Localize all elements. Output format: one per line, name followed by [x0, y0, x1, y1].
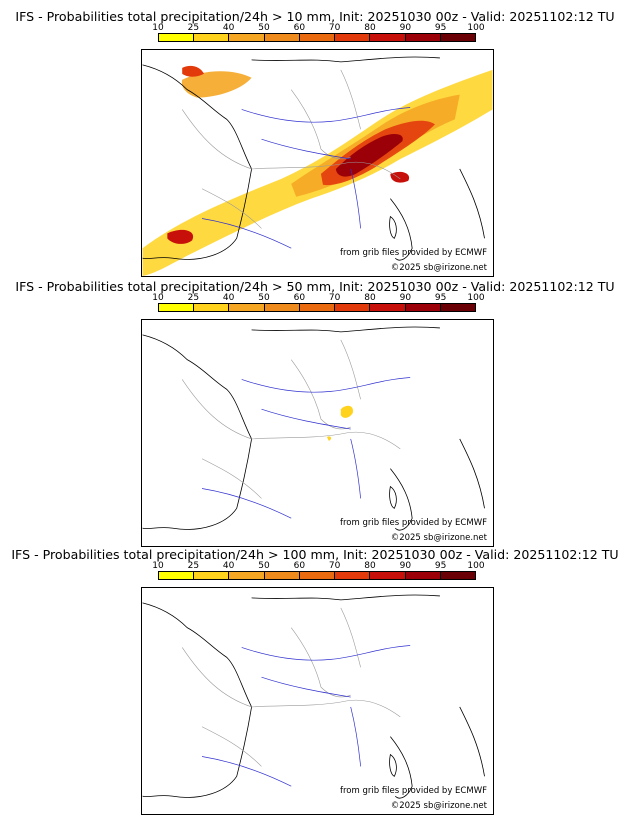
legend-tick-label: 90 — [399, 23, 412, 33]
legend-swatch — [299, 34, 336, 41]
legend-swatch — [299, 304, 336, 311]
map-panel-10mm: IFS - Probabilities total precipitation/… — [0, 10, 630, 278]
map-svg — [142, 56, 493, 276]
legend-tick-label: 50 — [258, 23, 270, 33]
map-panel-50mm: IFS - Probabilities total precipitation/… — [0, 280, 630, 548]
legend-swatch — [264, 34, 300, 41]
legend-swatch — [370, 304, 406, 311]
panel-title: IFS - Probabilities total precipitation/… — [11, 547, 619, 562]
credit-source: from grib files provided by ECMWF — [340, 248, 487, 258]
legend-swatch — [440, 34, 475, 41]
legend-tick-label: 50 — [258, 293, 270, 303]
legend-tick-label: 95 — [434, 293, 447, 303]
legend-tick-label: 10 — [152, 293, 164, 303]
legend-tick-label: 60 — [293, 23, 306, 33]
map-area: from grib files provided by ECMWF ©2025 … — [141, 587, 494, 815]
legend-swatch — [229, 304, 265, 311]
legend-swatch — [335, 572, 371, 579]
credit-copyright: ©2025 sb@irizone.net — [390, 801, 487, 811]
legend-tick-label: 80 — [364, 23, 376, 33]
legend-swatch — [264, 572, 300, 579]
map-area: from grib files provided by ECMWF ©2025 … — [141, 319, 494, 547]
credit-copyright: ©2025 sb@irizone.net — [390, 263, 487, 273]
legend-swatch — [299, 572, 336, 579]
legend-tick-label: 70 — [328, 293, 341, 303]
rivers — [201, 107, 411, 249]
legend-tick-label: 90 — [399, 561, 412, 571]
legend-swatch — [370, 34, 406, 41]
legend-swatch — [194, 572, 230, 579]
legend-tick-label: 25 — [187, 561, 200, 571]
credit-source: from grib files provided by ECMWF — [340, 786, 487, 796]
legend-tick-label: 90 — [399, 293, 412, 303]
legend-tick-label: 60 — [293, 561, 306, 571]
legend-swatch — [370, 572, 406, 579]
legend-swatch — [440, 304, 475, 311]
legend-tick-label: 25 — [187, 293, 200, 303]
rivers — [201, 377, 411, 519]
credit-copyright: ©2025 sb@irizone.net — [390, 533, 487, 543]
panel-title: IFS - Probabilities total precipitation/… — [15, 279, 615, 294]
coastline — [142, 594, 485, 799]
legend-swatch — [229, 572, 265, 579]
coastline — [142, 56, 485, 261]
legend-tick-label: 95 — [434, 23, 447, 33]
map-area: from grib files provided by ECMWF ©2025 … — [141, 49, 494, 277]
legend-labels: 10 25 40 50 60 70 80 90 95 100 — [152, 561, 484, 571]
legend-tick-label: 40 — [222, 561, 235, 571]
borders — [181, 607, 401, 767]
legend-tick-label: 70 — [328, 561, 341, 571]
map-svg — [142, 326, 485, 531]
legend-tick-label: 10 — [152, 23, 164, 33]
borders — [181, 339, 401, 499]
legend-swatch — [159, 34, 195, 41]
legend-swatch — [405, 34, 441, 41]
precip-overlay — [326, 405, 353, 441]
legend-swatch — [335, 34, 371, 41]
coastline — [142, 326, 485, 531]
legend-colorbar — [158, 33, 476, 42]
map-svg — [142, 594, 485, 799]
legend-swatch — [405, 572, 441, 579]
legend-tick-label: 80 — [364, 561, 376, 571]
legend-swatch — [264, 304, 300, 311]
legend-swatch — [194, 304, 230, 311]
legend-swatch — [335, 304, 371, 311]
legend-tick-label: 100 — [467, 561, 485, 571]
legend-swatch — [159, 304, 195, 311]
legend-tick-label: 80 — [364, 293, 376, 303]
legend-swatch — [229, 34, 265, 41]
credit-source: from grib files provided by ECMWF — [340, 518, 487, 528]
precip-overlay — [142, 65, 493, 276]
legend-tick-label: 100 — [467, 23, 485, 33]
panel-title: IFS - Probabilities total precipitation/… — [15, 9, 615, 24]
legend-tick-label: 40 — [222, 23, 235, 33]
legend-tick-label: 70 — [328, 23, 341, 33]
map-panel-100mm: IFS - Probabilities total precipitation/… — [0, 548, 630, 816]
legend-swatch — [405, 304, 441, 311]
legend-swatch — [194, 34, 230, 41]
legend-labels: 10 25 40 50 60 70 80 90 95 100 — [152, 293, 484, 303]
legend-tick-label: 50 — [258, 561, 270, 571]
legend-tick-label: 25 — [187, 23, 200, 33]
borders — [181, 69, 401, 229]
legend-labels: 10 25 40 50 60 70 80 90 95 100 — [152, 23, 484, 33]
legend-colorbar — [158, 571, 476, 580]
legend-tick-label: 95 — [434, 561, 447, 571]
legend-swatch — [440, 572, 475, 579]
legend-tick-label: 40 — [222, 293, 235, 303]
legend-tick-label: 100 — [467, 293, 485, 303]
legend-colorbar — [158, 303, 476, 312]
legend-tick-label: 10 — [152, 561, 164, 571]
legend-tick-label: 60 — [293, 293, 306, 303]
legend-swatch — [159, 572, 195, 579]
rivers — [201, 645, 411, 787]
